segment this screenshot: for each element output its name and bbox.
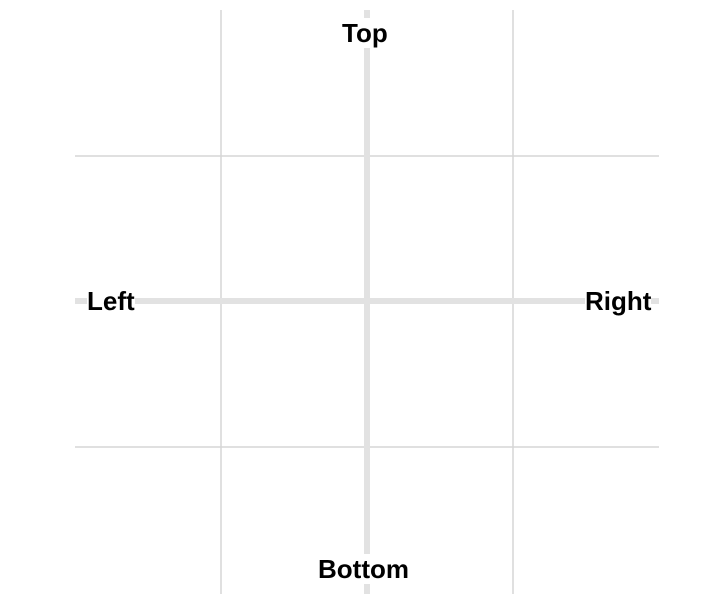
label-right: Right: [585, 286, 652, 316]
label-left: Left: [87, 286, 135, 316]
label-bottom: Bottom: [318, 554, 409, 584]
label-top: Top: [342, 18, 388, 48]
